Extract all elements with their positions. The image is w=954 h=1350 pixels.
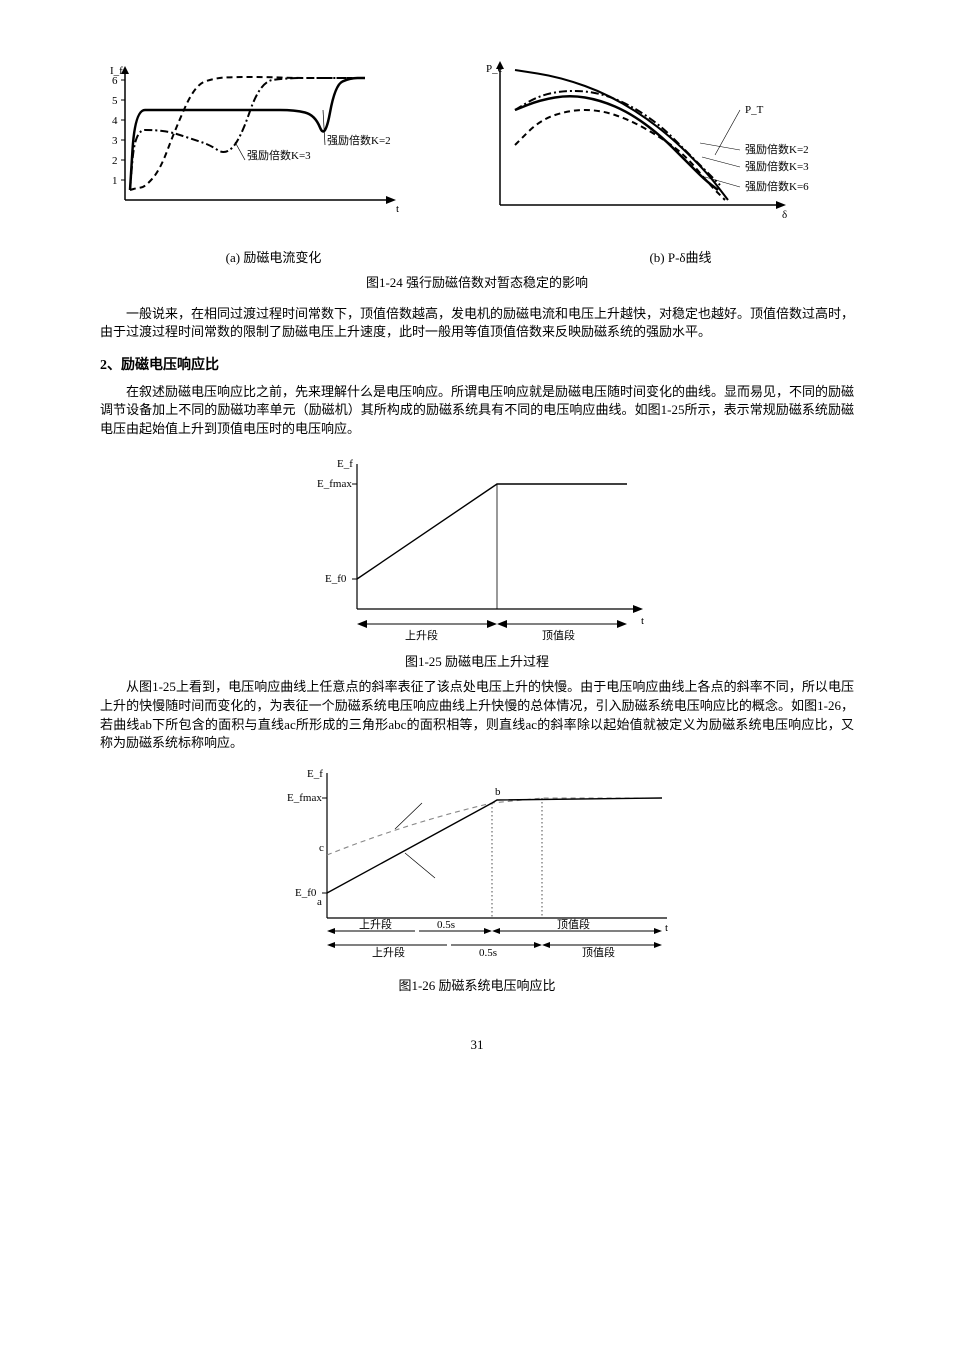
fig26-phase1a: 上升段 bbox=[359, 917, 392, 931]
section-title-response-ratio: 2、励磁电压响应比 bbox=[100, 356, 854, 376]
fig25-efmax: E_fmax bbox=[317, 478, 352, 490]
svg-text:强励倍数K=6: 强励倍数K=6 bbox=[745, 179, 809, 193]
svg-text:3: 3 bbox=[112, 135, 118, 147]
figA-ylabel: I_f bbox=[110, 65, 123, 77]
figure-1-25: E_fmax E_f0 E_f t 上升段 顶值段 图1-25 励磁电压上升过程 bbox=[100, 449, 854, 672]
figB-xlabel: δ bbox=[782, 209, 787, 221]
svg-text:2: 2 bbox=[112, 155, 118, 167]
caption-fig-b: (b) P-δ曲线 bbox=[507, 249, 854, 268]
fig26-point-c: c bbox=[319, 842, 324, 854]
page-number: 31 bbox=[100, 1036, 854, 1055]
fig26-xlabel: t bbox=[665, 922, 668, 934]
fig26-point-a: a bbox=[317, 896, 322, 908]
fig25-phase2: 顶值段 bbox=[542, 628, 575, 642]
fig25-ef0: E_f0 bbox=[325, 573, 347, 585]
svg-text:强励倍数K=3: 强励倍数K=3 bbox=[745, 159, 809, 173]
figB-ylabel: P_e bbox=[486, 63, 503, 75]
caption-fig-main: 图1-24 强行励磁倍数对暂态稳定的影响 bbox=[100, 274, 854, 293]
svg-text:P_T: P_T bbox=[745, 104, 764, 116]
svg-text:强励倍数K=2: 强励倍数K=2 bbox=[745, 142, 809, 156]
svg-text:强励倍数K=2: 强励倍数K=2 bbox=[327, 133, 391, 147]
svg-text:5: 5 bbox=[112, 95, 118, 107]
svg-text:强励倍数K=3: 强励倍数K=3 bbox=[247, 148, 311, 162]
fig26-ef0: E_f0 bbox=[295, 887, 317, 899]
fig26-phase1b: 上升段 bbox=[372, 945, 405, 959]
fig26-phase2a: 顶值段 bbox=[557, 917, 590, 931]
fig26-point-b: b bbox=[495, 786, 501, 798]
figure-1-26: E_fmax E_f0 E_f t a b c 上升段 0.5s 顶值段 bbox=[100, 763, 854, 996]
paragraph-3: 从图1-25上看到，电压响应曲线上任意点的斜率表征了该点处电压上升的快慢。由于电… bbox=[100, 678, 854, 753]
caption-fig-25: 图1-25 励磁电压上升过程 bbox=[405, 653, 549, 672]
fig26-ylabel: E_f bbox=[307, 768, 323, 780]
svg-text:4: 4 bbox=[112, 115, 118, 127]
fig25-xlabel: t bbox=[641, 615, 644, 627]
figA-xlabel: t bbox=[396, 203, 399, 215]
paragraph-1: 一般说来，在相同过渡过程时间常数下，顶值倍数越高，发电机的励磁电流和电压上升越快… bbox=[100, 305, 854, 343]
fig26-t1b: 0.5s bbox=[479, 947, 497, 959]
svg-text:1: 1 bbox=[112, 175, 118, 187]
figure-a-excitation-current: 123456 I_f t 强励倍数K=3强励倍数K=2 bbox=[100, 60, 420, 241]
caption-fig-26: 图1-26 励磁系统电压响应比 bbox=[398, 977, 555, 996]
paragraph-2: 在叙述励磁电压响应比之前，先来理解什么是电压响应。所谓电压响应就是励磁电压随时间… bbox=[100, 383, 854, 440]
fig26-t1a: 0.5s bbox=[437, 919, 455, 931]
caption-fig-a: (a) 励磁电流变化 bbox=[100, 249, 447, 268]
fig26-phase2b: 顶值段 bbox=[582, 945, 615, 959]
fig25-phase1: 上升段 bbox=[405, 628, 438, 642]
figure-b-p-delta: P_e δ 强励倍数K=6 强励倍数K=3 强励倍数K=2 P_T bbox=[480, 60, 820, 241]
fig25-ylabel: E_f bbox=[337, 458, 353, 470]
fig26-efmax: E_fmax bbox=[287, 792, 322, 804]
